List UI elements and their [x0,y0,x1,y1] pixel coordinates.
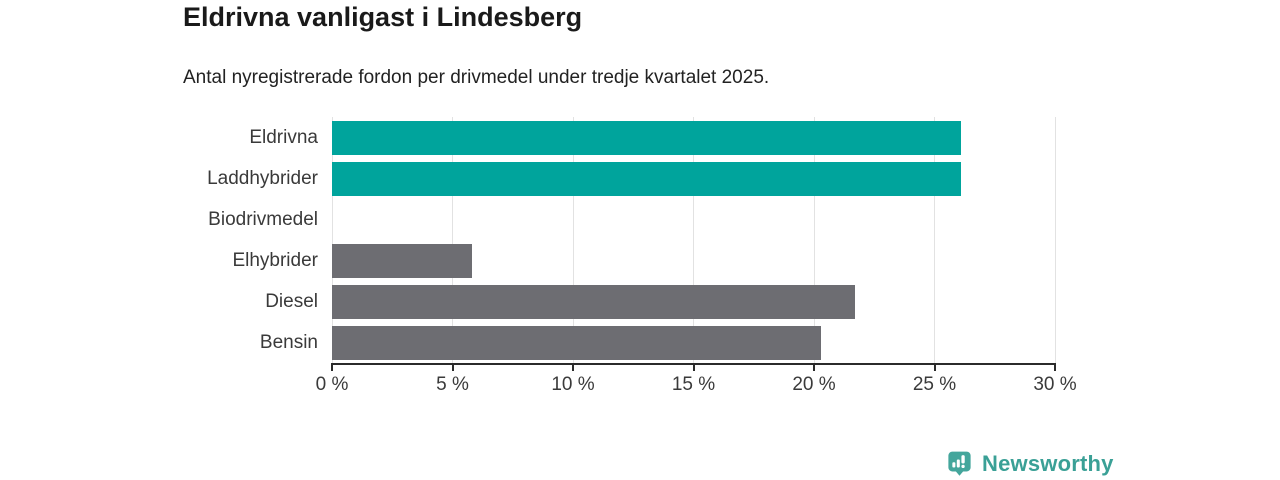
bar-laddhybrider [332,161,961,196]
x-axis-tick [331,363,333,371]
x-tick-label: 25 % [912,374,957,395]
x-axis-tick [451,363,454,371]
newsworthy-icon [948,451,971,476]
newsworthy-wordmark: Newsworthy [982,450,1114,476]
chart-subtitle: Antal nyregistrerade fordon per drivmede… [183,67,770,88]
gridline [452,117,453,363]
gridline [331,117,333,363]
bar-bensin [332,325,822,360]
x-tick-label: 20 % [792,374,836,395]
category-label: Bensin [259,332,318,353]
x-tick-label: 15 % [671,374,716,395]
category-label: Diesel [265,291,318,312]
category-label: Elhybrider [232,250,318,271]
category-label: Biodrivmedel [208,209,318,230]
gridline [813,117,815,363]
x-tick-label: 30 % [1033,374,1077,395]
x-tick-label: 0 % [315,374,349,395]
bar-eldrivna [332,120,961,155]
x-tick-label: 10 % [551,374,595,395]
x-axis-tick [933,363,936,371]
category-label: Eldrivna [249,127,318,148]
x-tick-label: 5 % [436,374,469,395]
gridline [572,117,574,363]
bar-diesel [332,284,855,319]
gridline [934,117,935,363]
x-axis-tick [813,363,815,371]
category-label: Laddhybrider [207,168,318,189]
newsworthy-logo: Newsworthy [946,447,1114,480]
x-axis-tick [1054,363,1056,371]
bar-elhybrider [332,243,472,278]
gridline [1054,117,1056,363]
x-axis-tick [572,363,574,371]
x-axis-tick [692,363,695,371]
gridline [693,117,694,363]
chart-title: Eldrivna vanligast i Lindesberg [183,2,583,32]
